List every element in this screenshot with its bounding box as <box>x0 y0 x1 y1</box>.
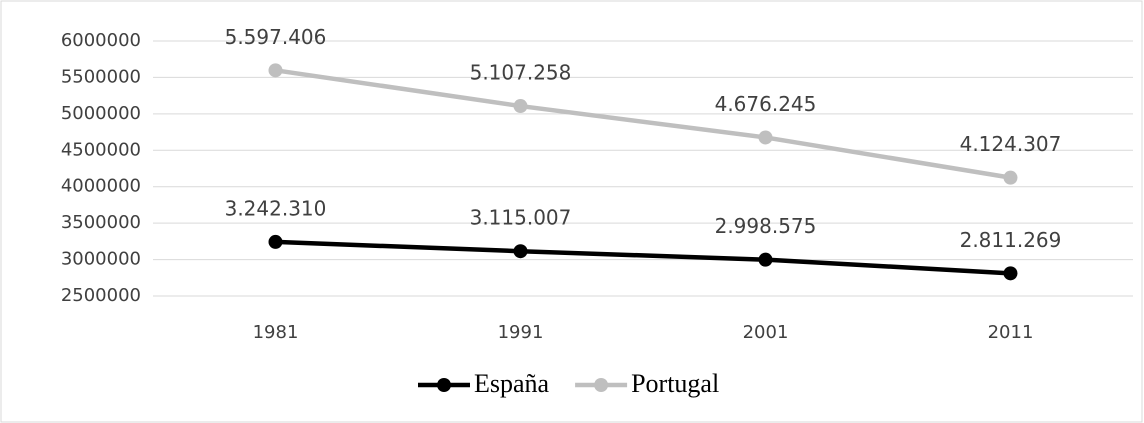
data-label: 3.242.310 <box>225 196 327 220</box>
marker <box>268 63 283 78</box>
series-line <box>275 239 1011 276</box>
legend-label: Portugal <box>631 369 719 398</box>
data-label: 2.998.575 <box>715 214 817 238</box>
y-tick-label: 3000000 <box>61 249 141 270</box>
y-tick-label: 2500000 <box>61 285 141 306</box>
marker <box>758 130 773 145</box>
marker <box>1003 266 1018 281</box>
x-tick-label: 1981 <box>253 322 299 343</box>
x-tick-label: 2001 <box>743 322 789 343</box>
marker <box>1003 170 1018 185</box>
data-label: 5.107.258 <box>470 61 572 85</box>
legend-marker <box>437 378 451 392</box>
y-tick-label: 6000000 <box>61 30 141 51</box>
legend-marker <box>594 378 609 392</box>
data-label: 2.811.269 <box>960 228 1062 252</box>
y-tick-label: 3500000 <box>61 212 141 233</box>
y-tick-label: 4000000 <box>61 176 141 197</box>
series-line <box>275 68 1011 180</box>
y-tick-label: 5000000 <box>61 103 141 124</box>
marker <box>513 244 528 259</box>
y-tick-label: 4500000 <box>61 139 141 160</box>
marker <box>268 234 283 249</box>
x-tick-label: 2011 <box>988 322 1034 343</box>
data-label: 4.676.245 <box>715 92 817 116</box>
legend-label: España <box>474 369 550 398</box>
marker <box>758 252 773 267</box>
x-tick-label: 1991 <box>498 322 544 343</box>
marker <box>513 99 528 114</box>
data-label: 4.124.307 <box>960 132 1062 156</box>
data-label: 5.597.406 <box>225 25 327 49</box>
y-tick-label: 5500000 <box>61 66 141 87</box>
data-label: 3.115.007 <box>470 206 572 230</box>
